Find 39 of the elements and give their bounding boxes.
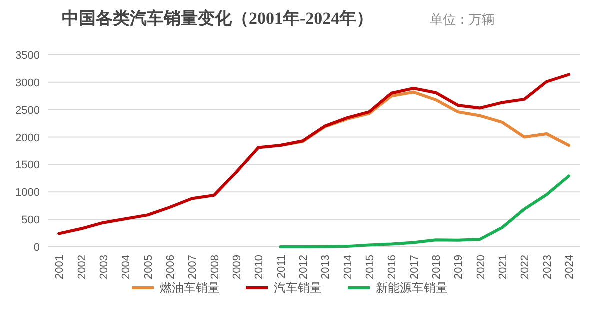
x-tick-label: 2018 — [430, 255, 443, 280]
y-tick-label: 500 — [22, 214, 40, 227]
x-tick-label: 2005 — [142, 255, 155, 280]
x-tick-label: 2017 — [408, 255, 421, 280]
y-tick-label: 1500 — [16, 160, 40, 172]
y-tick-label: 2000 — [16, 132, 40, 144]
x-tick-label: 2010 — [254, 255, 266, 280]
x-tick-label: 2007 — [187, 255, 200, 280]
y-tick-label: 1000 — [16, 187, 40, 200]
chart-title: 中国各类汽车销量变化（2001年-2024年） — [62, 9, 374, 28]
x-tick-label: 2006 — [164, 255, 177, 280]
x-tick-label: 2009 — [231, 255, 244, 280]
x-tick-label: 2011 — [276, 255, 288, 279]
y-tick-label: 3500 — [16, 50, 40, 62]
legend-label: 汽车销量 — [274, 281, 322, 295]
x-tick-label: 2013 — [320, 255, 332, 280]
legend-label: 新能源车销量 — [376, 281, 448, 295]
x-tick-label: 2024 — [564, 255, 576, 280]
x-tick-label: 2020 — [475, 255, 488, 280]
x-tick-label: 2021 — [497, 255, 510, 280]
x-tick-label: 2019 — [453, 255, 466, 280]
chart-subtitle: 单位：万辆 — [430, 12, 495, 27]
y-tick-label: 3000 — [16, 77, 40, 90]
y-tick-label: 2500 — [16, 104, 40, 117]
line-series — [279, 174, 570, 248]
x-tick-label: 2012 — [298, 255, 310, 280]
x-tick-label: 2001 — [54, 255, 66, 280]
legend-label: 燃油车销量 — [160, 281, 220, 295]
x-tick-label: 2023 — [542, 255, 554, 280]
x-tick-label: 2016 — [386, 255, 399, 280]
x-tick-label: 2003 — [98, 255, 110, 280]
x-tick-label: 2014 — [342, 255, 354, 280]
x-tick-label: 2015 — [364, 255, 376, 280]
y-tick-label: 0 — [34, 242, 40, 254]
x-tick-label: 2002 — [76, 255, 88, 280]
line-series — [58, 73, 570, 236]
x-tick-label: 2004 — [120, 255, 133, 280]
x-tick-label: 2008 — [209, 255, 222, 280]
x-tick-label: 2022 — [520, 255, 532, 280]
